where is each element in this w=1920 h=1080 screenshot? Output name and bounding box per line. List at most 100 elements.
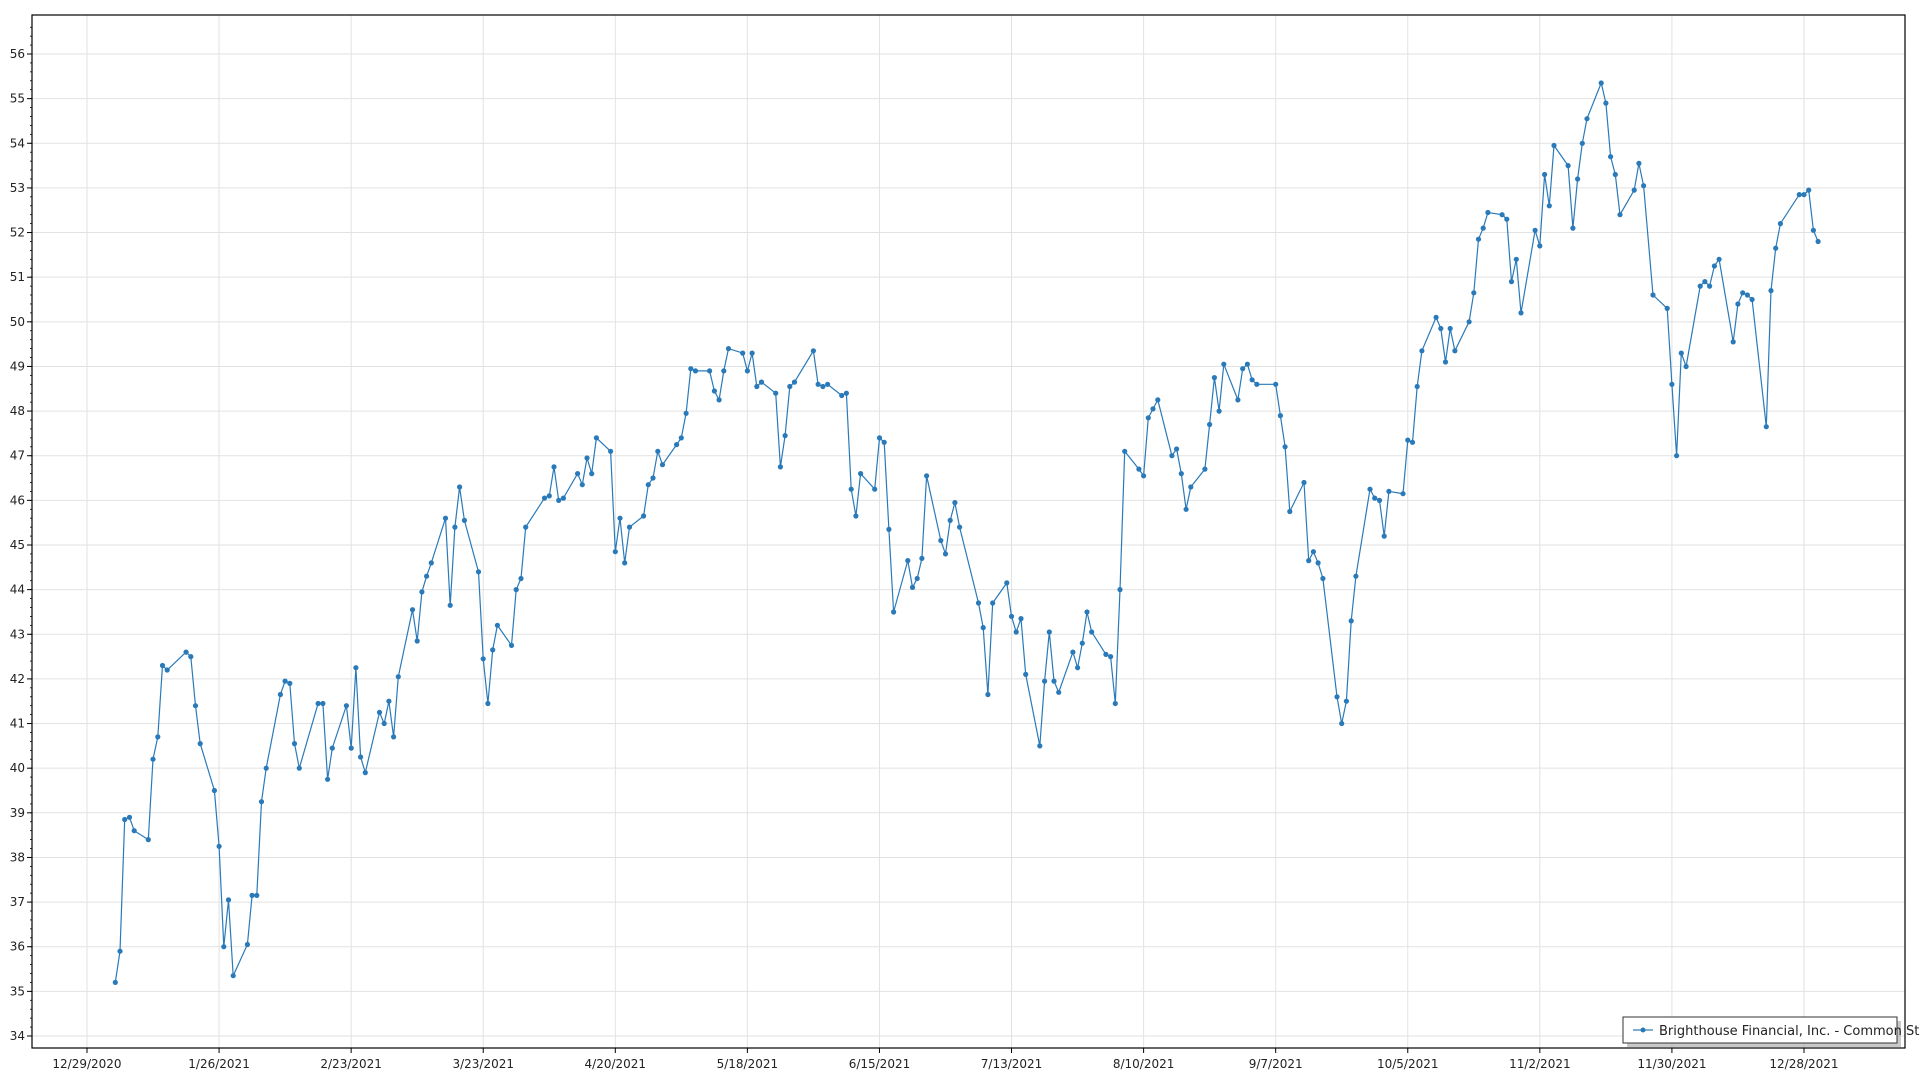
- y-tick-label: 50: [10, 315, 25, 329]
- data-point: [221, 944, 227, 950]
- data-point: [589, 471, 595, 477]
- y-tick-label: 34: [10, 1029, 25, 1043]
- data-point: [112, 979, 118, 986]
- data-point: [1155, 397, 1161, 403]
- data-point: [282, 678, 288, 684]
- data-point: [155, 734, 161, 740]
- data-point: [1480, 225, 1486, 231]
- legend-label: Brighthouse Financial, Inc. - Common Sto…: [1659, 1024, 1920, 1039]
- data-point: [131, 828, 137, 834]
- data-point: [612, 549, 618, 555]
- data-point: [1188, 484, 1194, 490]
- data-point: [1169, 453, 1175, 459]
- data-point: [457, 484, 463, 490]
- data-point: [1777, 221, 1783, 227]
- data-point: [1433, 314, 1439, 320]
- data-point: [409, 607, 416, 613]
- data-point: [1056, 689, 1062, 695]
- data-point: [343, 703, 349, 709]
- data-point: [216, 843, 222, 849]
- data-point: [1103, 651, 1109, 658]
- data-point: [754, 383, 760, 390]
- data-point: [1636, 160, 1642, 166]
- data-point: [1716, 256, 1722, 262]
- data-point: [1367, 486, 1373, 492]
- data-point: [626, 524, 633, 530]
- data-point: [1353, 573, 1359, 579]
- data-point: [1575, 176, 1581, 182]
- data-point: [1508, 279, 1515, 285]
- data-point: [1282, 444, 1288, 450]
- data-point: [1183, 506, 1189, 512]
- data-point: [1801, 192, 1807, 198]
- x-tick-label: 1/26/2021: [188, 1057, 250, 1071]
- data-point: [1442, 359, 1449, 365]
- y-tick-label: 45: [10, 538, 25, 552]
- data-point: [1216, 408, 1222, 414]
- y-tick-label: 56: [10, 47, 25, 61]
- data-point: [1376, 497, 1383, 503]
- data-point: [1348, 618, 1354, 624]
- data-point: [1089, 629, 1095, 635]
- data-point: [192, 703, 199, 709]
- data-point: [872, 486, 878, 492]
- data-point: [1438, 325, 1444, 332]
- data-point: [485, 700, 491, 707]
- data-point: [1518, 310, 1524, 316]
- data-point: [277, 691, 283, 698]
- data-point: [914, 575, 920, 582]
- data-point: [1023, 671, 1029, 678]
- data-point: [353, 665, 359, 671]
- data-point: [924, 473, 930, 479]
- data-point: [1008, 613, 1015, 620]
- y-tick-label: 37: [10, 895, 25, 909]
- data-point: [1381, 533, 1387, 539]
- data-point: [692, 368, 699, 374]
- data-point: [376, 709, 383, 716]
- x-tick-label: 8/10/2021: [1113, 1057, 1175, 1071]
- data-point: [1122, 448, 1128, 454]
- data-point: [1678, 350, 1684, 356]
- data-point: [122, 816, 128, 823]
- data-point: [740, 350, 746, 356]
- data-point: [296, 765, 302, 771]
- x-tick-label: 11/2/2021: [1509, 1057, 1571, 1071]
- y-tick-label: 38: [10, 850, 25, 864]
- data-point: [1810, 227, 1816, 233]
- data-point: [1707, 283, 1713, 289]
- data-point: [1806, 187, 1812, 193]
- data-point: [678, 435, 684, 441]
- data-point: [579, 482, 585, 488]
- data-point: [263, 765, 269, 771]
- legend: Brighthouse Financial, Inc. - Common Sto…: [1622, 1016, 1920, 1047]
- y-tick-label: 54: [10, 136, 25, 150]
- data-point: [1240, 366, 1246, 372]
- data-point: [584, 455, 590, 461]
- data-point: [1414, 383, 1420, 390]
- data-point: [1674, 453, 1680, 459]
- data-point: [1452, 348, 1458, 354]
- data-point: [1631, 187, 1637, 193]
- x-tick-label: 3/23/2021: [452, 1057, 514, 1071]
- y-tick-label: 41: [10, 717, 25, 731]
- data-point: [362, 770, 368, 776]
- data-point: [919, 555, 925, 562]
- data-point: [391, 734, 397, 740]
- data-point: [1310, 549, 1316, 555]
- y-tick-label: 52: [10, 226, 25, 240]
- data-point: [683, 410, 689, 416]
- x-tick-label: 9/7/2021: [1249, 1057, 1303, 1071]
- data-point: [1763, 424, 1769, 430]
- data-point: [230, 973, 236, 979]
- data-point: [1608, 154, 1614, 160]
- data-point: [848, 486, 854, 492]
- data-point: [1070, 649, 1076, 655]
- y-tick-label: 39: [10, 806, 25, 820]
- data-point: [707, 368, 713, 374]
- data-point: [1579, 140, 1585, 146]
- y-tick-label: 42: [10, 672, 25, 686]
- data-point: [1598, 80, 1604, 86]
- data-point: [475, 569, 482, 575]
- data-point: [1768, 288, 1774, 294]
- data-point: [815, 381, 821, 387]
